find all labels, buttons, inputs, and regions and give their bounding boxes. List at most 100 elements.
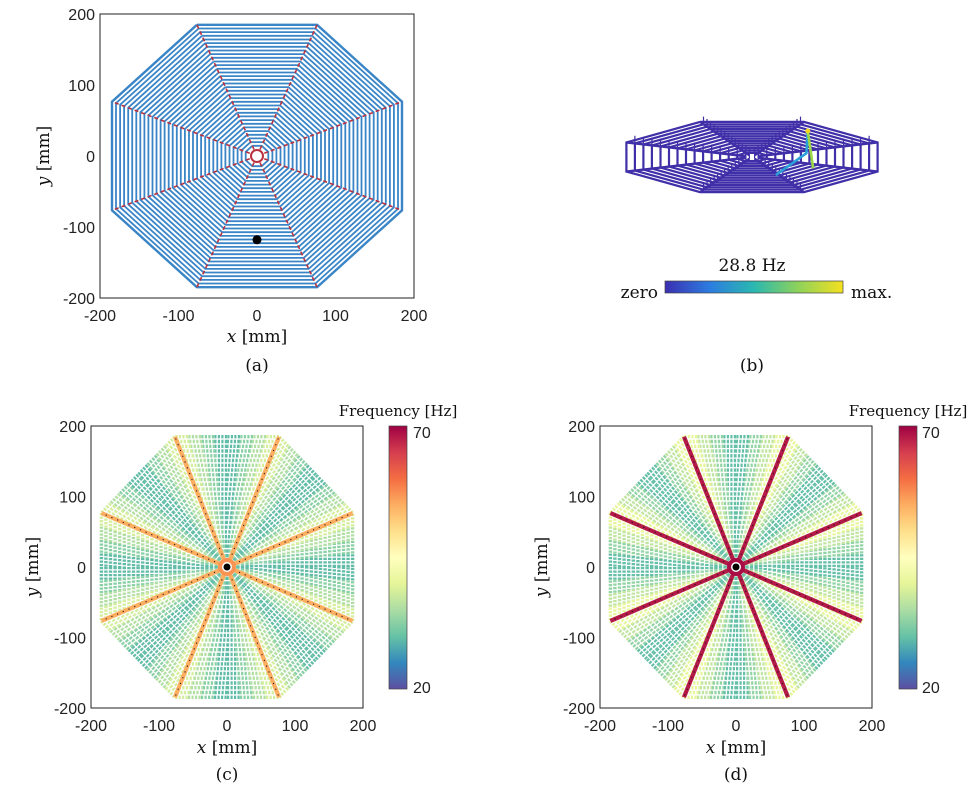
spiral-segment — [643, 615, 654, 626]
spiral-segment — [701, 600, 708, 607]
spiral-ring — [143, 53, 371, 259]
spiral-segment — [156, 500, 166, 510]
spiral-segment — [750, 552, 755, 557]
spiral-segment — [159, 621, 169, 630]
spiral-segment — [164, 527, 172, 535]
spiral-segment — [700, 620, 708, 628]
spiral-segment — [192, 527, 199, 534]
spiral-segment — [649, 467, 661, 480]
spiral-segment — [269, 520, 277, 528]
spiral-segment — [207, 589, 212, 595]
spiral-segment — [118, 483, 131, 496]
spiral-segment — [206, 547, 211, 552]
spiral-segment — [169, 637, 179, 647]
y-tick-label: -100 — [54, 631, 86, 648]
spiral-segment — [191, 506, 199, 514]
spiral-segment — [242, 575, 247, 580]
spiral-segment — [666, 513, 676, 522]
colorbar-min-label: zero — [621, 283, 658, 303]
spiral-segment — [165, 660, 176, 672]
spiral-segment — [159, 490, 169, 500]
spiral-segment — [662, 482, 673, 493]
spiral-segment — [183, 493, 192, 502]
spiral-segment — [143, 514, 153, 524]
spiral-segment — [262, 493, 271, 502]
spiral-segment — [622, 495, 634, 507]
spiral-segment — [316, 633, 328, 645]
y-tick-label: -200 — [54, 701, 86, 718]
spiral-segment — [278, 530, 286, 538]
spiral-segment — [265, 503, 273, 512]
spiral-segment — [838, 495, 850, 507]
spiral-segment — [796, 637, 807, 648]
spiral-segment — [618, 629, 631, 642]
spiral-segment — [153, 614, 163, 624]
spiral-segment — [218, 556, 222, 561]
spiral-segment — [290, 641, 301, 652]
spiral-segment — [216, 558, 220, 562]
spiral-segment — [814, 657, 827, 670]
spiral-segment — [151, 660, 163, 672]
spiral-segment — [188, 530, 195, 537]
spiral-segment — [185, 540, 192, 547]
spiral-segment — [678, 522, 686, 530]
spiral-segment — [160, 453, 172, 466]
spiral-segment — [698, 638, 707, 647]
spiral-segment — [333, 615, 345, 628]
spiral-segment — [841, 492, 854, 505]
spiral-segment — [291, 596, 299, 604]
spiral-segment — [707, 600, 714, 607]
spiral-segment — [690, 503, 698, 512]
spiral-segment — [284, 672, 297, 685]
spiral-segment — [818, 508, 829, 519]
spiral-segment — [308, 642, 320, 654]
spiral-segment — [270, 617, 279, 626]
web-plot — [110, 23, 404, 289]
spiral-ring — [216, 119, 298, 193]
spiral-segment — [767, 543, 773, 549]
spiral-segment — [195, 523, 202, 530]
spiral-segment — [198, 580, 204, 586]
spiral-segment — [834, 624, 846, 636]
spiral-segment — [820, 645, 832, 657]
spiral-segment — [212, 574, 217, 579]
spiral-segment — [677, 467, 688, 478]
spiral-segment — [710, 603, 717, 610]
spiral-segment — [234, 572, 238, 576]
radial-thread — [736, 435, 790, 562]
spiral-segment — [775, 484, 785, 494]
spiral-segment — [190, 585, 196, 591]
spiral-segment — [287, 637, 298, 648]
spiral-segment — [690, 538, 697, 545]
spiral-segment — [232, 573, 236, 578]
spiral-segment — [697, 502, 706, 510]
spiral-segment — [814, 498, 825, 509]
spiral-segment — [805, 475, 817, 487]
spiral-segment — [775, 589, 782, 596]
spiral-segment — [651, 622, 661, 633]
spiral-segment — [639, 506, 650, 517]
spiral-segment — [826, 503, 837, 514]
spiral-segment — [678, 604, 686, 612]
spiral-segment — [748, 585, 753, 590]
spiral-segment — [298, 504, 309, 514]
spiral-segment — [807, 633, 818, 644]
spiral-segment — [266, 484, 276, 494]
spiral-segment — [658, 507, 668, 517]
spiral-segment — [618, 492, 631, 505]
spiral-segment — [168, 530, 176, 538]
spiral-segment — [159, 634, 169, 644]
spiral-segment — [233, 557, 237, 562]
spiral-segment — [134, 508, 145, 519]
colorbar-title: Frequency [Hz] — [849, 402, 968, 420]
spiral-segment — [295, 507, 305, 517]
spiral-segment — [786, 522, 794, 530]
spiral-segment — [269, 480, 279, 490]
spiral-segment — [757, 546, 763, 552]
spiral-segment — [675, 641, 685, 651]
spiral-segment — [252, 591, 259, 597]
spiral-segment — [727, 573, 731, 578]
spiral-segment — [244, 593, 250, 599]
spiral-segment — [776, 512, 784, 520]
spiral-segment — [250, 534, 256, 540]
